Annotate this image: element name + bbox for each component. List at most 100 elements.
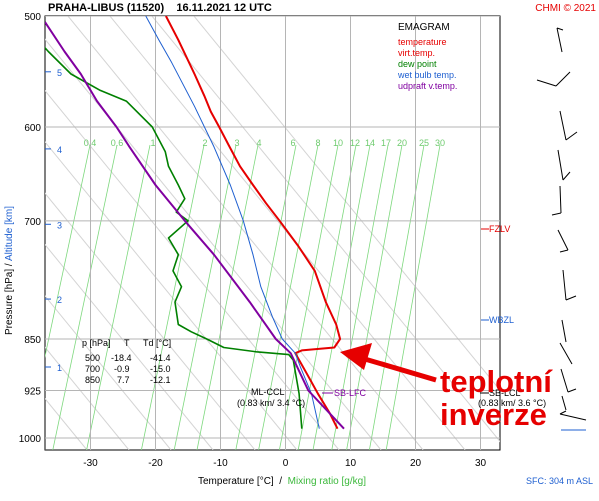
- mixing-ratio-label: 30: [435, 138, 445, 148]
- dry-adiabat: [45, 346, 130, 450]
- sb-lcl-label: SB-LCL: [489, 388, 521, 398]
- legend-item-virt-temp: virt.temp.: [398, 48, 435, 58]
- table-cell: -12.1: [150, 375, 171, 385]
- pressure-tick-label: 850: [24, 335, 41, 346]
- series-line-udpraft-v-temp: [45, 21, 345, 430]
- tick-layer: -30 -20 -10 0 10 20 30500600700850925100012345…: [19, 12, 487, 469]
- series-line-temperature: [165, 16, 342, 430]
- mixing-ratio-line: [312, 144, 371, 450]
- wind-barb: [556, 27, 564, 53]
- x-axis-label: Temperature [°C] / Mixing ratio [g/kg]: [198, 476, 366, 487]
- legend: EMAGRAM temperature virt.temp. dew point…: [397, 22, 457, 91]
- mixing-ratio-label: 0.4: [84, 138, 97, 148]
- inversion-arrow-head: [340, 343, 372, 370]
- chart-title: PRAHA-LIBUS (11520) 16.11.2021 12 UTC: [48, 2, 272, 14]
- altitude-tick-label: 2: [57, 295, 62, 305]
- legend-item-dew-point: dew point: [398, 59, 437, 69]
- wind-barb: [557, 229, 569, 253]
- pressure-tick-label: 700: [24, 217, 41, 228]
- mixing-ratio-line: [52, 144, 118, 450]
- inversion-arrow-shaft: [357, 354, 437, 383]
- mixing-ratio-line: [346, 144, 403, 450]
- mixing-ratio-line: [297, 144, 357, 450]
- mixing-ratio-line: [45, 144, 91, 359]
- wind-barb: [561, 319, 567, 343]
- fzlv-label: FZLV: [489, 224, 510, 234]
- altitude-tick-label: 5: [57, 68, 62, 78]
- table-cell: -41.4: [150, 353, 171, 363]
- inversion-text-line2: inverze: [440, 397, 547, 432]
- pressure-tick-label: 600: [24, 123, 41, 134]
- mixing-ratio-label: 25: [419, 138, 429, 148]
- x-tick-label: -10: [213, 458, 228, 469]
- x-tick-label: 0: [283, 458, 289, 469]
- sb-lfc-label: SB-LFC: [334, 388, 367, 398]
- legend-item-temperature: temperature: [398, 37, 447, 47]
- wind-barb: [551, 185, 562, 216]
- altitude-tick-label: 3: [57, 220, 62, 230]
- grid-layer: [0, 10, 500, 450]
- x-tick-label: 10: [345, 458, 357, 469]
- ml-ccl-label: ML-CCL: [251, 387, 285, 397]
- mixing-ratio-label: 1: [150, 138, 155, 148]
- series-layer: [45, 16, 345, 430]
- mixing-ratio-line: [369, 144, 425, 450]
- table-cell: -18.4: [111, 353, 132, 363]
- wbzl-label: WBZL: [489, 315, 514, 325]
- altitude-tick-label: 4: [57, 145, 62, 155]
- mixing-ratio-line: [86, 144, 151, 450]
- ml-ccl-detail: (0.83 km/ 3.4 °C): [237, 398, 305, 408]
- mixing-ratio-line: [258, 144, 319, 450]
- mixing-ratio-line: [141, 144, 205, 450]
- mixing-ratio-line: [331, 144, 389, 450]
- table-cell: -0.9: [114, 364, 130, 374]
- inversion-callout: teplotní inverze: [340, 343, 553, 432]
- table-header-t: T: [124, 338, 130, 348]
- table-cell: -15.0: [150, 364, 171, 374]
- level-annotations: ML-CCL (0.83 km/ 3.4 °C) SB-LFC SB-LCL (…: [237, 224, 546, 408]
- mixing-ratio-line: [385, 144, 441, 450]
- legend-heading: EMAGRAM: [398, 22, 450, 33]
- mixing-ratio-label: 3: [234, 138, 239, 148]
- x-tick-label: -30: [83, 458, 98, 469]
- dry-adiabat: [45, 243, 214, 450]
- mixing-ratio-line: [196, 144, 259, 450]
- table-cell: 7.7: [117, 375, 130, 385]
- pressure-tick-label: 925: [24, 386, 41, 397]
- wind-barb: [562, 269, 577, 301]
- wind-barb: [560, 368, 577, 393]
- x-tick-label: 20: [410, 458, 422, 469]
- wind-barb: [561, 395, 567, 411]
- inversion-text-line1: teplotní: [440, 364, 553, 399]
- pressure-tick-label: 500: [24, 12, 41, 23]
- mixing-ratio-label: 14: [365, 138, 375, 148]
- dry-adiabat: [67, 16, 424, 450]
- surface-elevation-label: SFC: 304 m ASL: [526, 476, 593, 486]
- x-tick-label: 30: [475, 458, 487, 469]
- dry-adiabat: [45, 192, 256, 450]
- legend-item-wet-bulb: wet bulb temp.: [397, 70, 457, 80]
- mixing-ratio-label: 8: [315, 138, 320, 148]
- pressure-tick-label: 1000: [19, 434, 42, 445]
- mixing-ratio-label: 4: [256, 138, 261, 148]
- sb-lcl-detail: (0.83 km/ 3.6 °C): [478, 398, 546, 408]
- credit-label: CHMI © 2021: [535, 3, 596, 14]
- mixing-ratio-line: [279, 144, 339, 450]
- y-axis-label: Pressure [hPa] / Altitude [km]: [4, 206, 15, 335]
- legend-item-updraft: udpraft v.temp.: [398, 81, 457, 91]
- wind-barb: [559, 410, 587, 421]
- dry-adiabat: [45, 38, 382, 450]
- wind-barb: [557, 149, 571, 181]
- dry-adiabat: [193, 16, 500, 391]
- mixing-ratio-label: 0.6: [111, 138, 124, 148]
- wind-barb: [559, 110, 578, 141]
- table-header-p: p [hPa]: [82, 338, 111, 348]
- series-line-dew-point: [45, 46, 303, 429]
- dry-adiabat: [0, 10, 3, 450]
- table-cell: 700: [85, 364, 100, 374]
- wind-barb: [559, 342, 573, 365]
- mixing-ratio-label: 17: [381, 138, 391, 148]
- wind-barbs: [536, 27, 587, 431]
- altitude-tick-label: 1: [57, 363, 62, 373]
